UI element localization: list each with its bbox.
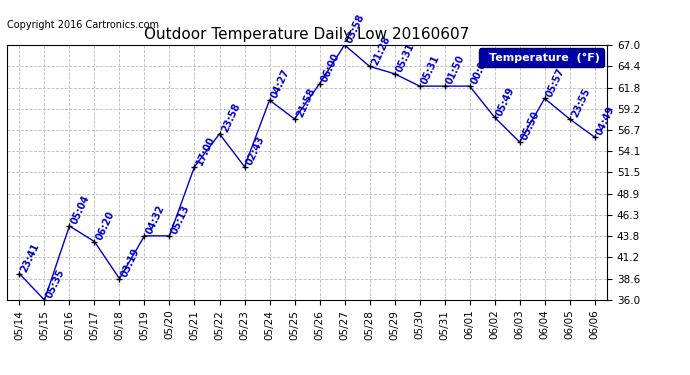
Title: Outdoor Temperature Daily Low 20160607: Outdoor Temperature Daily Low 20160607: [144, 27, 470, 42]
Text: 21:58: 21:58: [295, 87, 317, 119]
Text: 05:50: 05:50: [520, 110, 542, 142]
Text: 06:20: 06:20: [95, 209, 117, 242]
Text: 00:02: 00:02: [470, 54, 492, 86]
Text: 05:49: 05:49: [495, 85, 517, 117]
Text: 05:31: 05:31: [420, 54, 442, 86]
Text: 03:58: 03:58: [344, 13, 367, 45]
Legend: Temperature  (°F): Temperature (°F): [479, 48, 604, 67]
Text: 23:58: 23:58: [219, 101, 242, 134]
Text: 23:41: 23:41: [19, 242, 41, 274]
Text: 21:28: 21:28: [370, 34, 392, 66]
Text: 05:04: 05:04: [70, 194, 92, 226]
Text: 05:57: 05:57: [544, 66, 566, 99]
Text: 04:32: 04:32: [144, 204, 166, 236]
Text: 04:49: 04:49: [595, 105, 617, 137]
Text: 05:31: 05:31: [395, 42, 417, 74]
Text: 02:43: 02:43: [244, 134, 266, 167]
Text: 17:00: 17:00: [195, 134, 217, 167]
Text: 23:55: 23:55: [570, 87, 592, 119]
Text: 06:00: 06:00: [319, 51, 342, 84]
Text: 05:13: 05:13: [170, 204, 192, 236]
Text: 04:27: 04:27: [270, 68, 292, 100]
Text: 03:19: 03:19: [119, 246, 141, 279]
Text: 01:50: 01:50: [444, 54, 466, 86]
Text: Copyright 2016 Cartronics.com: Copyright 2016 Cartronics.com: [7, 20, 159, 30]
Text: 05:35: 05:35: [44, 268, 66, 300]
